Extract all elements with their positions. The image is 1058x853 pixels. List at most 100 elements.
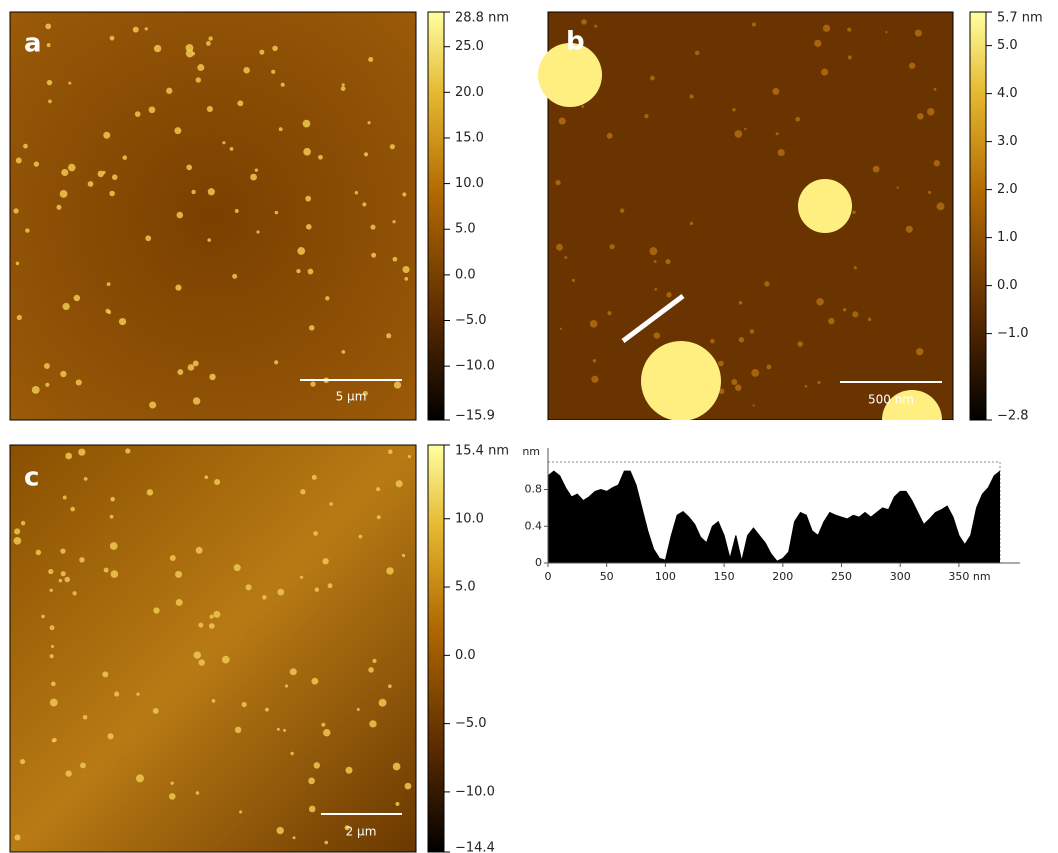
x-tick-label: 150 <box>714 570 735 583</box>
dot <box>68 82 71 85</box>
dot <box>210 615 214 619</box>
x-tick-label: 200 <box>772 570 793 583</box>
dot <box>196 791 200 795</box>
dot <box>321 723 325 727</box>
speck <box>665 259 670 264</box>
speck <box>644 114 648 118</box>
speck <box>607 311 611 315</box>
dot <box>232 274 237 279</box>
dot <box>102 171 105 174</box>
dot <box>109 191 115 197</box>
speck <box>593 359 596 362</box>
dot <box>265 708 269 712</box>
speck <box>666 292 671 297</box>
dot <box>404 277 408 281</box>
dot <box>310 381 315 386</box>
dot <box>110 36 115 41</box>
dot <box>13 208 18 213</box>
dot <box>166 88 172 94</box>
dot <box>355 191 358 194</box>
speck <box>731 379 737 385</box>
speck <box>650 76 655 81</box>
afm-image-a <box>10 12 416 420</box>
dot <box>110 542 118 550</box>
dot <box>306 224 312 230</box>
dot <box>135 111 141 117</box>
dot <box>364 152 368 156</box>
dot <box>323 729 330 736</box>
dot <box>104 568 109 573</box>
colorbar-tick-label: 10.0 <box>455 176 484 191</box>
x-tick-label: 100 <box>655 570 676 583</box>
dot <box>262 595 266 599</box>
dot <box>51 645 54 648</box>
speck <box>852 311 858 317</box>
dot <box>393 257 398 262</box>
speck <box>591 376 598 383</box>
dot <box>103 132 110 139</box>
dot <box>133 27 139 33</box>
colorbar-tick-label: 10.0 <box>455 511 484 526</box>
dot <box>65 770 71 776</box>
colorbar-tick-label: 1.0 <box>997 230 1018 245</box>
dot <box>198 623 203 628</box>
speck <box>764 281 769 286</box>
speck <box>690 94 694 98</box>
scale-bar-label: 5 µm <box>336 390 367 404</box>
dot <box>78 449 85 456</box>
speck <box>690 222 693 225</box>
speck <box>828 318 834 324</box>
colorbar-tick-label: 4.0 <box>997 86 1018 101</box>
dot <box>79 557 84 562</box>
dot <box>402 192 406 196</box>
dot <box>52 738 56 742</box>
dot <box>21 521 25 525</box>
dot <box>112 174 118 180</box>
dot <box>64 577 70 583</box>
dot <box>377 515 381 519</box>
y-tick-label: 0 <box>535 556 542 569</box>
dot <box>303 148 311 156</box>
speck <box>927 108 934 115</box>
colorbar-tick-label: 28.8 nm <box>455 11 509 26</box>
y-axis-label: nm <box>522 445 540 458</box>
dot <box>23 144 28 149</box>
dot <box>32 386 40 394</box>
dot <box>25 228 29 232</box>
speck <box>915 30 922 37</box>
dot <box>386 333 391 338</box>
dot <box>372 659 376 663</box>
dot <box>196 547 203 554</box>
dot <box>45 23 51 29</box>
speck <box>654 288 657 291</box>
colorbar-tick-label: 0.0 <box>997 278 1018 293</box>
dot <box>193 360 199 366</box>
dot <box>392 220 395 223</box>
dot <box>312 475 317 480</box>
afm-image-c <box>10 445 416 852</box>
colorbar-tick-label: 3.0 <box>997 134 1018 149</box>
dot <box>76 379 82 385</box>
dot <box>177 212 184 219</box>
dot <box>208 188 215 195</box>
dot <box>394 381 401 388</box>
dot <box>63 303 70 310</box>
dot <box>283 729 286 732</box>
x-tick-label: 50 <box>600 570 614 583</box>
dot <box>395 802 399 806</box>
dot <box>212 699 216 703</box>
speck <box>868 318 871 321</box>
dot <box>368 667 374 673</box>
scale-bar-label: 2 µm <box>346 825 377 839</box>
dot <box>325 296 329 300</box>
speck <box>718 361 724 367</box>
dot <box>80 762 86 768</box>
speck <box>937 202 945 210</box>
dot <box>358 535 362 539</box>
dot <box>230 147 234 151</box>
dot <box>250 174 257 181</box>
dot <box>388 684 392 688</box>
dot <box>136 774 144 782</box>
dot <box>149 402 156 409</box>
dot <box>369 720 376 727</box>
